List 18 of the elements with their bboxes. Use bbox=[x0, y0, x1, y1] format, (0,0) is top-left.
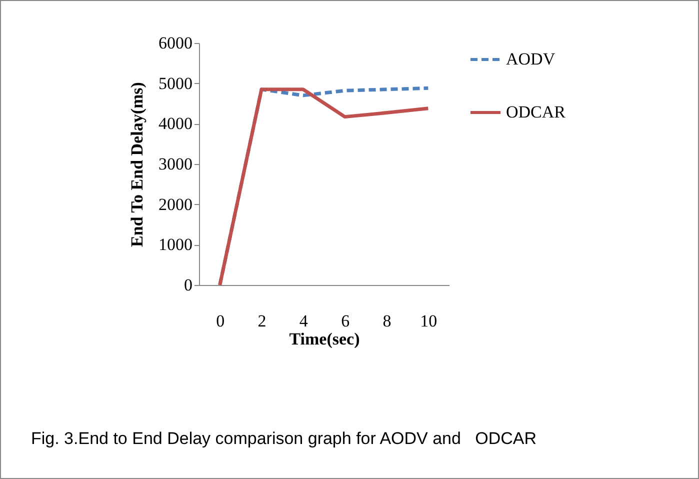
y-tick-label: 5000 bbox=[158, 74, 192, 93]
legend-label: AODV bbox=[506, 50, 556, 68]
x-tick-label: 2 bbox=[258, 312, 266, 330]
y-axis-title: End To End Delay(ms) bbox=[128, 82, 146, 247]
y-tick-label: 1000 bbox=[158, 235, 192, 254]
x-tick-label: 10 bbox=[420, 312, 438, 330]
x-tick-label: 0 bbox=[216, 312, 225, 330]
y-tick-label: 3000 bbox=[158, 154, 192, 174]
y-tick-label: 0 bbox=[184, 276, 192, 294]
x-tick-label: 4 bbox=[299, 312, 308, 330]
caption: Fig. 3.End to End Delay comparison graph for AODV and ODCAR bbox=[31, 429, 537, 449]
x-axis-title: Time(sec) bbox=[289, 330, 360, 348]
legend-label: ODCAR bbox=[506, 102, 566, 122]
x-tick-label: 8 bbox=[382, 312, 392, 330]
y-tick-label: 2000 bbox=[158, 194, 192, 214]
x-tick-label: 6 bbox=[341, 312, 350, 330]
y-tick-label: 4000 bbox=[158, 114, 192, 134]
y-tick-label: 6000 bbox=[158, 34, 192, 52]
